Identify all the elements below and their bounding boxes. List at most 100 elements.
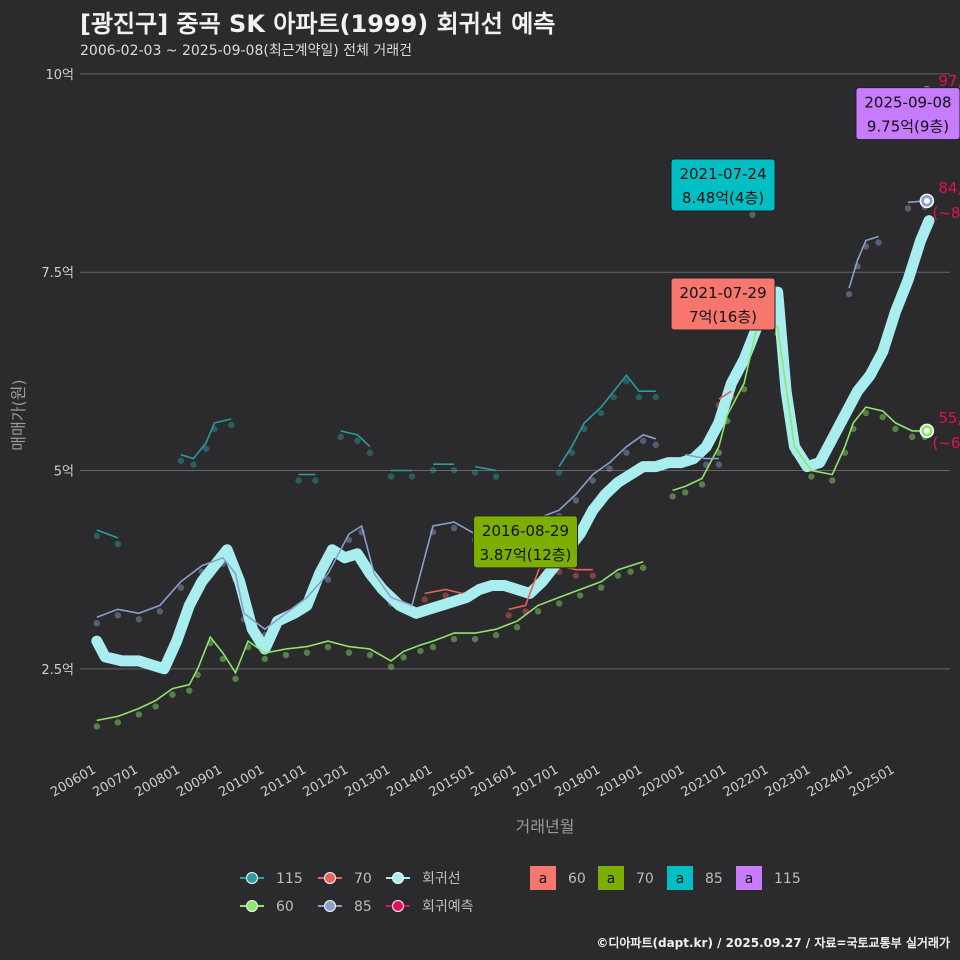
transaction-dot	[534, 608, 542, 615]
legend-marker	[246, 900, 258, 912]
transaction-dot	[572, 497, 580, 504]
transaction-dot	[114, 719, 122, 726]
x-tick-label: 202101	[679, 762, 729, 800]
x-tick-label: 202501	[847, 762, 897, 800]
forecast-area: (~85㎡)	[933, 204, 960, 222]
forecast-value: 55,000	[938, 409, 960, 427]
callout-box	[670, 277, 776, 331]
x-tick-label: 201901	[595, 762, 645, 800]
transaction-dot	[555, 600, 563, 607]
y-tick-label: 10억	[45, 68, 74, 83]
legend: 115 70 회귀선 60 85 회귀예측 a 60 a 70 a 85 a 115	[240, 866, 801, 915]
x-tick-label: 202301	[763, 762, 813, 800]
transaction-dot	[202, 445, 210, 452]
transaction-dot	[152, 703, 159, 710]
series-line-60	[96, 560, 644, 722]
callout-box	[473, 515, 579, 569]
y-tick-label: 2.5억	[41, 663, 74, 678]
transaction-dot	[597, 584, 605, 591]
chart-title: [광진구] 중곡 SK 아파트(1999) 회귀선 예측	[80, 10, 556, 38]
transaction-dot	[652, 394, 659, 401]
transaction-dot	[875, 239, 882, 246]
x-tick-label: 201401	[385, 762, 435, 800]
callout-price: 3.87억(12층)	[480, 546, 572, 564]
transaction-dot	[635, 394, 643, 401]
transaction-dot	[400, 654, 407, 661]
legend-swatch	[530, 866, 556, 890]
transaction-dot	[312, 477, 319, 484]
series-line-85	[848, 235, 879, 289]
legend-swatch	[667, 866, 693, 890]
x-tick-label: 202201	[721, 762, 771, 800]
legend-label: 85	[354, 899, 372, 915]
end-point-core	[923, 427, 930, 434]
transaction-dot	[429, 466, 437, 474]
transaction-dot	[450, 524, 458, 532]
source-footer: ©디아파트(dapt.kr) / 2025.09.27 / 자료=국토교통부 실…	[596, 936, 950, 950]
transaction-dot	[366, 651, 374, 659]
transaction-dot	[904, 205, 912, 212]
transaction-dot	[354, 437, 361, 445]
transaction-dot	[387, 473, 395, 480]
legend-swatch	[736, 866, 762, 890]
callout-2021-07-24: 2021-07-24 8.48억(4층)	[670, 158, 776, 212]
transaction-dot	[698, 481, 706, 488]
transaction-dot	[597, 409, 605, 417]
transaction-dot	[568, 449, 575, 456]
transaction-dot	[324, 643, 332, 651]
transaction-dot	[682, 489, 689, 496]
x-tick-label: 201601	[469, 762, 519, 800]
callout-price: 9.75억(9층)	[867, 118, 949, 136]
transaction-dot	[623, 378, 630, 385]
transaction-dot	[614, 572, 622, 579]
legend-label: 회귀예측	[422, 899, 474, 915]
legend-label: 회귀선	[422, 871, 461, 887]
transaction-dot	[228, 421, 235, 429]
transaction-dot	[429, 643, 437, 651]
transaction-dot	[845, 290, 853, 298]
legend-swatch-glyph: a	[745, 871, 754, 887]
x-tick-label: 201801	[553, 762, 603, 800]
transaction-dot	[186, 687, 193, 694]
transaction-dot	[295, 477, 302, 484]
transaction-dot	[576, 592, 584, 599]
transaction-dot	[639, 564, 647, 571]
transaction-dot	[492, 631, 500, 639]
x-axis-title: 거래년월	[516, 817, 575, 836]
transaction-dot	[471, 635, 479, 643]
transaction-dot	[421, 596, 428, 603]
transaction-dot	[623, 449, 630, 456]
transaction-dot	[135, 616, 143, 623]
transaction-dot	[177, 584, 185, 591]
transaction-dot	[606, 465, 613, 472]
transaction-dot	[879, 413, 886, 421]
x-tick-label: 201301	[343, 762, 393, 800]
transaction-dot	[408, 473, 416, 480]
transaction-dot	[177, 457, 185, 464]
transaction-dot	[324, 576, 332, 583]
x-tick-label: 200601	[48, 762, 98, 800]
transaction-dot	[114, 540, 122, 548]
callout-price: 8.48억(4층)	[682, 189, 764, 207]
callout-date: 2021-07-24	[679, 165, 766, 183]
transaction-dot	[282, 651, 290, 659]
series-line-60	[672, 310, 925, 492]
transaction-dot	[387, 663, 395, 671]
x-tick-label: 201701	[511, 762, 561, 800]
y-tick-label: 7.5억	[41, 266, 74, 281]
callout-box	[670, 158, 776, 212]
end-point-core	[923, 197, 930, 204]
transaction-dot	[492, 473, 500, 480]
callout-2025-09-08: 2025-09-08 9.75억(9층)	[855, 87, 960, 141]
legend-swatch-glyph: a	[539, 871, 548, 887]
series-line-115	[474, 465, 497, 472]
x-tick-label: 200801	[132, 762, 182, 800]
legend-label: 70	[636, 871, 654, 887]
transaction-dot	[639, 437, 647, 445]
transaction-dot	[417, 647, 424, 655]
x-tick-label: 202401	[805, 762, 855, 800]
transaction-dot	[513, 624, 521, 631]
transaction-dot	[589, 572, 596, 579]
chart-subtitle: 2006-02-03 ~ 2025-09-08(최근계약일) 전체 거래건	[80, 43, 412, 59]
